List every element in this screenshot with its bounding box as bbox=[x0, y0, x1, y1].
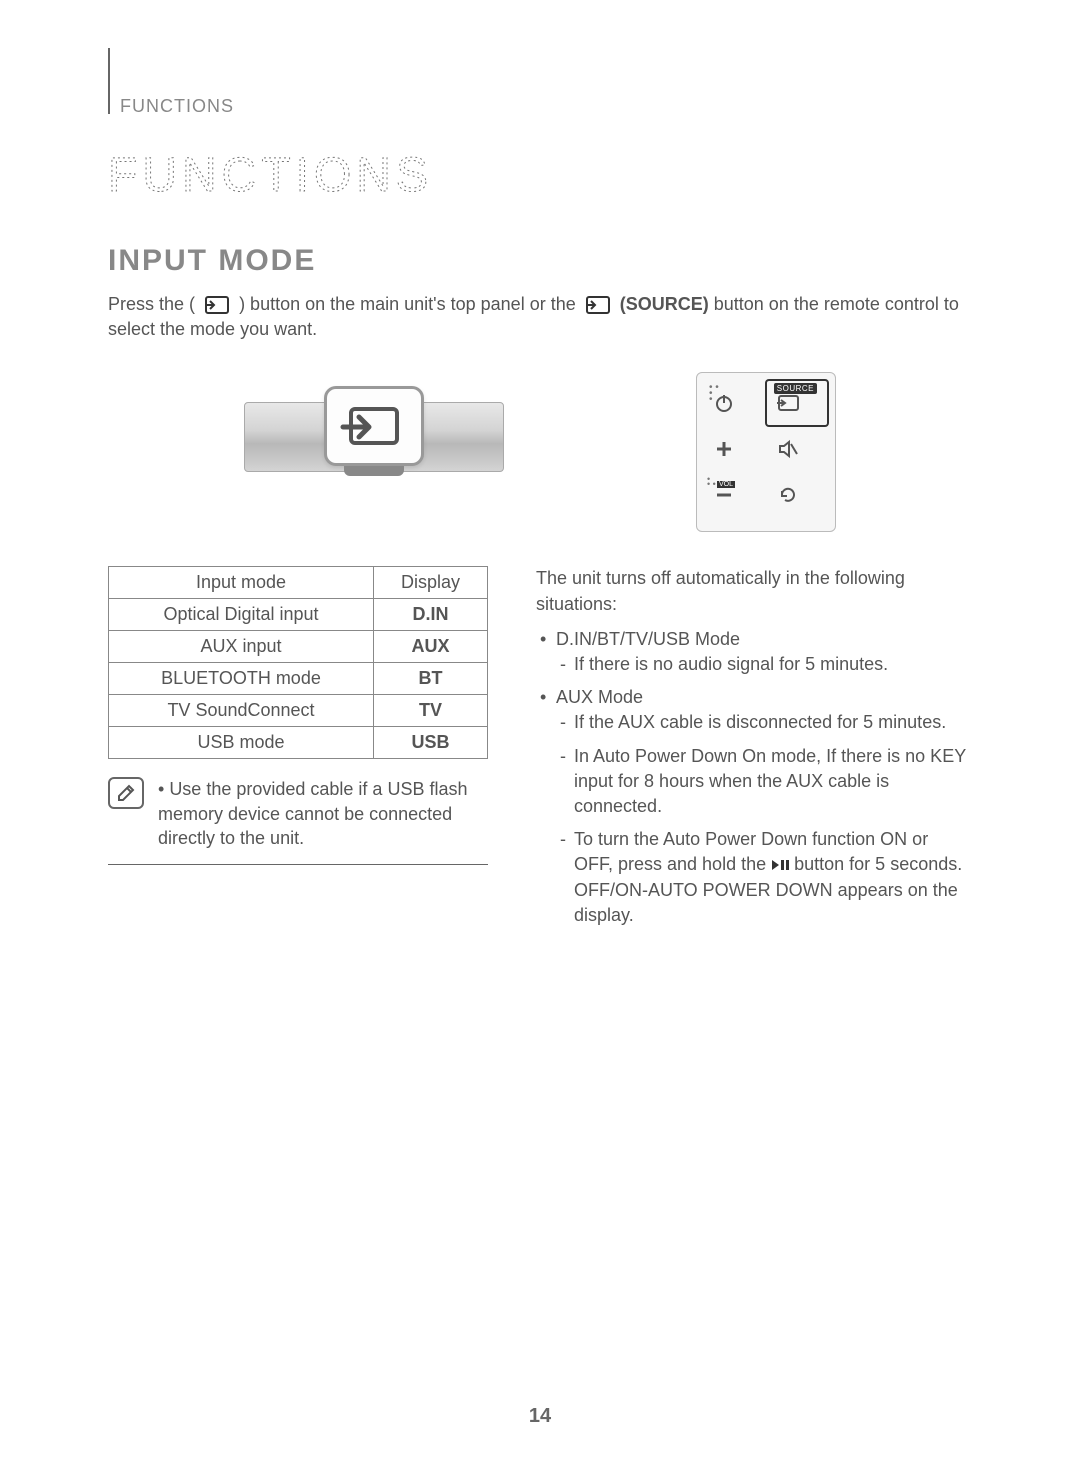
play-pause-icon bbox=[771, 853, 789, 878]
list-item: AUX Mode If the AUX cable is disconnecte… bbox=[536, 685, 972, 928]
source-icon-inline-2 bbox=[583, 294, 613, 316]
table-row: AUX inputAUX bbox=[109, 631, 488, 663]
note-box: Use the provided cable if a USB flash me… bbox=[108, 777, 488, 865]
remote-vol-label: VOL bbox=[717, 481, 735, 488]
repeat-icon bbox=[771, 481, 805, 509]
note-text: Use the provided cable if a USB flash me… bbox=[158, 777, 488, 850]
table-row: USB modeUSB bbox=[109, 727, 488, 759]
header-display: Display bbox=[373, 567, 487, 599]
list-sub-item: If the AUX cable is disconnected for 5 m… bbox=[556, 710, 972, 735]
remote-figure: • ••• SOURCE •• • VOL bbox=[696, 372, 836, 532]
note-pencil-icon bbox=[108, 777, 144, 809]
content-columns: Input mode Display Optical Digital input… bbox=[108, 566, 972, 936]
table-row: BLUETOOTH modeBT bbox=[109, 663, 488, 695]
list-sub-item: If there is no audio signal for 5 minute… bbox=[556, 652, 972, 677]
remote-dots-vol: •• • bbox=[707, 477, 716, 487]
list-item: D.IN/BT/TV/USB Mode If there is no audio… bbox=[536, 627, 972, 677]
header-mode: Input mode bbox=[109, 567, 374, 599]
table-row: Optical Digital inputD.IN bbox=[109, 599, 488, 631]
right-intro: The unit turns off automatically in the … bbox=[536, 566, 972, 616]
mute-icon bbox=[771, 435, 805, 463]
figures-row: • ••• SOURCE •• • VOL bbox=[108, 372, 972, 532]
input-mode-table: Input mode Display Optical Digital input… bbox=[108, 566, 488, 759]
left-column: Input mode Display Optical Digital input… bbox=[108, 566, 488, 936]
section-label: FUNCTIONS bbox=[120, 96, 972, 117]
intro-paragraph: Press the ( ) button on the main unit's … bbox=[108, 292, 972, 342]
right-column: The unit turns off automatically in the … bbox=[536, 566, 972, 936]
soundbar-figure bbox=[244, 372, 504, 502]
table-row: TV SoundConnectTV bbox=[109, 695, 488, 727]
volume-up-icon bbox=[707, 435, 741, 463]
source-label-bold: (SOURCE) bbox=[620, 294, 709, 314]
svg-text:FUNCTIONS: FUNCTIONS bbox=[108, 149, 433, 202]
right-list: D.IN/BT/TV/USB Mode If there is no audio… bbox=[536, 627, 972, 929]
page-number: 14 bbox=[0, 1405, 1080, 1428]
list-sub-item: To turn the Auto Power Down function ON … bbox=[556, 827, 972, 928]
table-header-row: Input mode Display bbox=[109, 567, 488, 599]
intro-text-2: ) button on the main unit's top panel or… bbox=[239, 294, 576, 314]
intro-text-1: Press the ( bbox=[108, 294, 195, 314]
sub-heading: INPUT MODE bbox=[108, 244, 972, 278]
remote-source-label: SOURCE bbox=[774, 383, 817, 394]
header-rule bbox=[108, 48, 110, 114]
source-icon-inline-1 bbox=[202, 294, 232, 316]
source-icon-large bbox=[327, 389, 421, 463]
page-title: FUNCTIONS bbox=[108, 147, 448, 203]
remote-dots-top: • ••• bbox=[709, 385, 719, 403]
list-sub-item: In Auto Power Down On mode, If there is … bbox=[556, 744, 972, 820]
